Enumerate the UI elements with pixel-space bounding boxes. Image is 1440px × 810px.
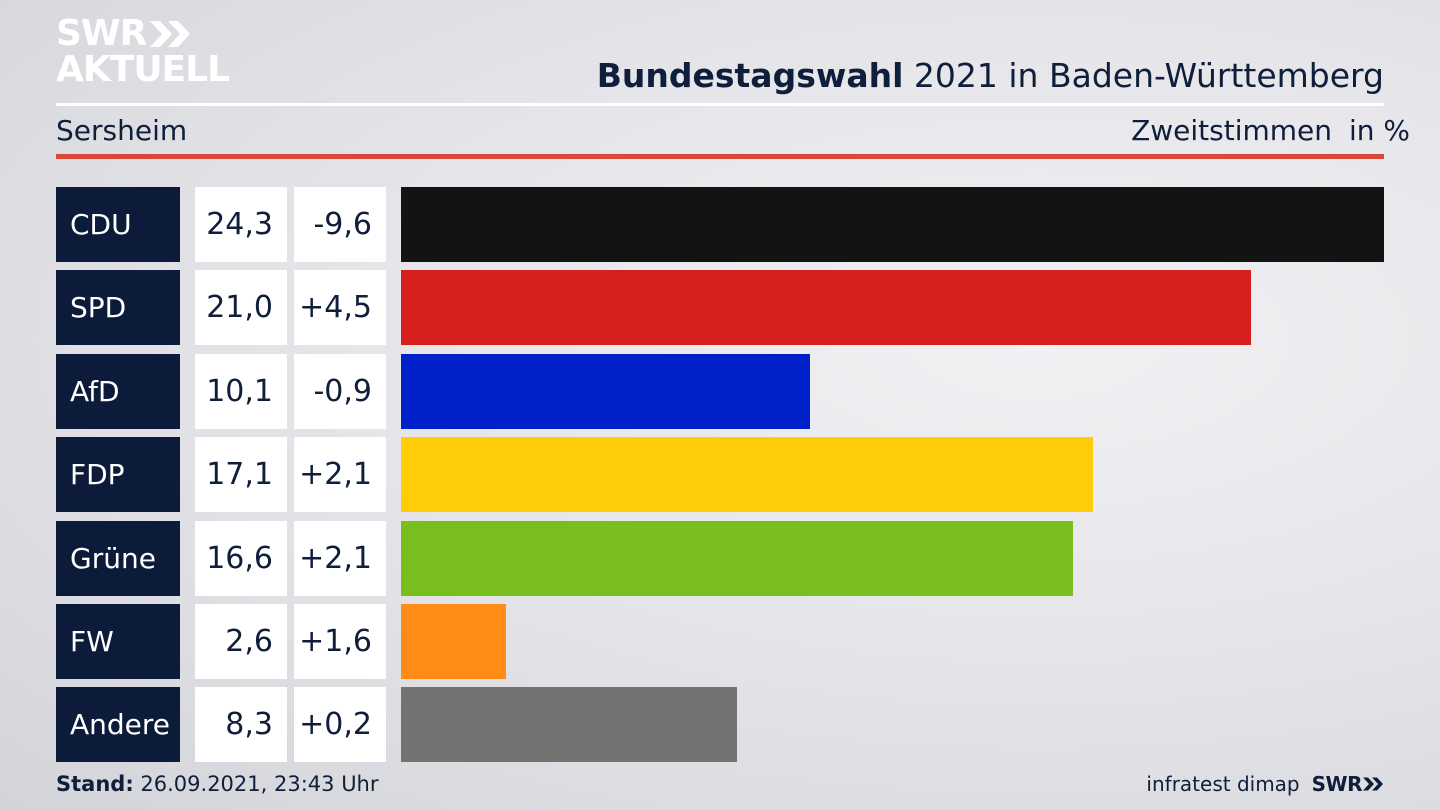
measure-label: Zweitstimmen xyxy=(1131,114,1332,147)
region-label: Sersheim xyxy=(56,114,188,147)
party-label: AfD xyxy=(56,353,180,429)
change-label: +0,2 xyxy=(294,687,386,763)
bar xyxy=(401,270,1251,346)
swr-footer-logo-text: SWR xyxy=(1311,772,1363,796)
logo-line1: SWR xyxy=(56,13,147,54)
value-label: 16,6 xyxy=(195,520,287,596)
party-label: Grüne xyxy=(56,520,180,596)
source: infratest dimap SWR xyxy=(1146,772,1384,796)
bar xyxy=(401,520,1073,596)
swr-aktuell-logo: SWR AKTUELL xyxy=(56,13,230,92)
value-label: 17,1 xyxy=(195,437,287,513)
bar xyxy=(401,437,1093,513)
value-label: 2,6 xyxy=(195,604,287,679)
party-label: FW xyxy=(56,604,180,679)
stand-label: Stand: xyxy=(56,772,134,796)
party-label: FDP xyxy=(56,437,180,513)
timestamp: Stand: 26.09.2021, 23:43 Uhr xyxy=(56,772,379,796)
chart-title: Bundestagswahl 2021 in Baden-Württemberg xyxy=(597,56,1384,95)
value-label: 24,3 xyxy=(195,187,287,262)
value-label: 8,3 xyxy=(195,687,287,763)
value-label: 10,1 xyxy=(195,353,287,429)
party-label: SPD xyxy=(56,270,180,346)
title-rest: 2021 in Baden-Württemberg xyxy=(913,56,1384,95)
logo-line2: AKTUELL xyxy=(56,49,230,90)
unit-label: in % xyxy=(1348,114,1410,147)
value-label: 21,0 xyxy=(195,270,287,346)
party-label: Andere xyxy=(56,687,180,763)
accent-divider xyxy=(56,154,1384,159)
swr-footer-logo: SWR xyxy=(1312,772,1384,796)
bar xyxy=(401,604,506,679)
change-label: +1,6 xyxy=(294,604,386,679)
change-label: +2,1 xyxy=(294,437,386,513)
change-label: -9,6 xyxy=(294,187,386,262)
change-label: +4,5 xyxy=(294,270,386,346)
double-chevron-icon xyxy=(150,21,191,47)
change-label: -0,9 xyxy=(294,353,386,429)
source-label: infratest dimap xyxy=(1146,772,1300,796)
bar xyxy=(401,187,1384,262)
title-bold: Bundestagswahl xyxy=(596,56,904,95)
bar xyxy=(401,353,810,429)
stand-value: 26.09.2021, 23:43 Uhr xyxy=(140,772,379,796)
header-divider xyxy=(56,103,1384,106)
party-label: CDU xyxy=(56,187,180,262)
change-label: +2,1 xyxy=(294,520,386,596)
bar xyxy=(401,687,737,763)
double-chevron-icon xyxy=(1363,777,1383,791)
